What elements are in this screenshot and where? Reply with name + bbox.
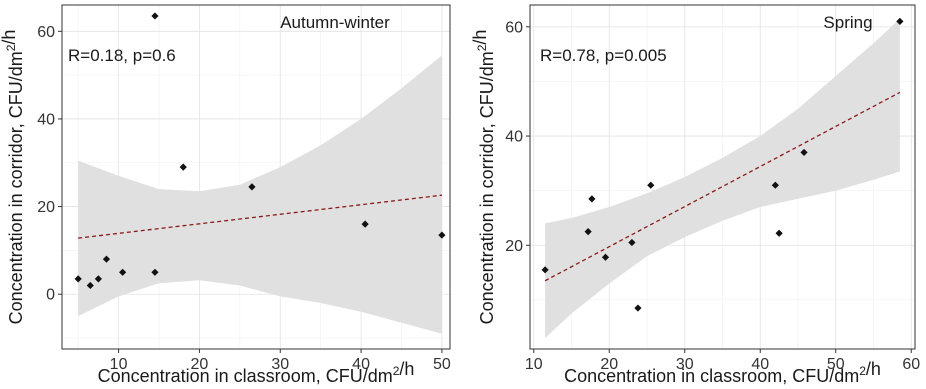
data-point bbox=[102, 255, 111, 263]
season-label: Autumn-winter bbox=[280, 13, 390, 32]
x-tick-label: 50 bbox=[827, 356, 845, 373]
data-point bbox=[94, 275, 102, 283]
data-point bbox=[179, 163, 187, 171]
x-tick-label: 40 bbox=[751, 356, 769, 373]
data-point bbox=[151, 12, 159, 20]
data-point bbox=[119, 268, 127, 276]
x-tick-label: 20 bbox=[191, 356, 209, 373]
x-tick-label: 50 bbox=[433, 356, 451, 373]
trend-line bbox=[78, 194, 442, 239]
data-point bbox=[634, 304, 642, 312]
x-tick-label: 10 bbox=[110, 356, 128, 373]
data-point bbox=[584, 228, 592, 236]
season-label: Spring bbox=[823, 13, 872, 32]
x-tick-label: 10 bbox=[525, 356, 543, 373]
data-point bbox=[775, 229, 783, 237]
panel-autumn-winter: 10 20 30 40 50 0 20 40 60 R=0.18, p=0.6 Autumn-win… bbox=[0, 4, 451, 386]
data-point bbox=[628, 238, 636, 247]
x-tick-label: 20 bbox=[600, 356, 618, 373]
y-tick-label: 40 bbox=[37, 111, 55, 128]
data-point bbox=[361, 220, 369, 228]
panel-spring: 10 20 30 40 50 60 20 40 60 R=0.78, p=0.005 Spring C… bbox=[470, 4, 920, 386]
x-axis-label: Concentration in classroom, CFU/dm2/h bbox=[564, 359, 881, 386]
y-tick-label: 60 bbox=[37, 24, 55, 41]
data-point bbox=[86, 281, 94, 290]
data-point bbox=[800, 148, 808, 157]
y-tick-label: 20 bbox=[505, 238, 523, 255]
x-tick-label: 30 bbox=[271, 356, 289, 373]
data-point bbox=[771, 181, 779, 189]
trend-line bbox=[544, 91, 901, 282]
x-axis-label: Concentration in classroom, CFU/dm2/h bbox=[98, 359, 415, 386]
data-point bbox=[588, 195, 596, 203]
x-tick-label: 40 bbox=[352, 356, 370, 373]
data-point bbox=[896, 17, 904, 25]
data-point bbox=[248, 183, 256, 191]
data-point bbox=[151, 268, 159, 276]
data-point bbox=[74, 275, 82, 283]
data-point bbox=[438, 231, 446, 239]
data-point bbox=[541, 266, 549, 274]
x-tick-label: 60 bbox=[902, 356, 920, 373]
data-point bbox=[647, 181, 655, 189]
y-tick-label: 40 bbox=[505, 129, 523, 146]
y-tick-label: 20 bbox=[37, 199, 55, 216]
y-tick-label: 60 bbox=[505, 19, 523, 36]
y-axis-label: Concentration in corridor, CFU/dm2/h bbox=[470, 30, 497, 325]
correlation-annotation: R=0.18, p=0.6 bbox=[68, 46, 176, 65]
confidence-band bbox=[78, 55, 442, 334]
plot-frame bbox=[529, 4, 916, 350]
y-axis-label: Concentration in corridor, CFU/dm2/h bbox=[0, 30, 26, 325]
data-point bbox=[601, 253, 610, 261]
confidence-band bbox=[545, 18, 900, 339]
x-tick-label: 30 bbox=[676, 356, 694, 373]
plot-frame bbox=[61, 4, 451, 350]
y-tick-label: 0 bbox=[46, 287, 55, 304]
correlation-annotation: R=0.78, p=0.005 bbox=[540, 46, 667, 65]
